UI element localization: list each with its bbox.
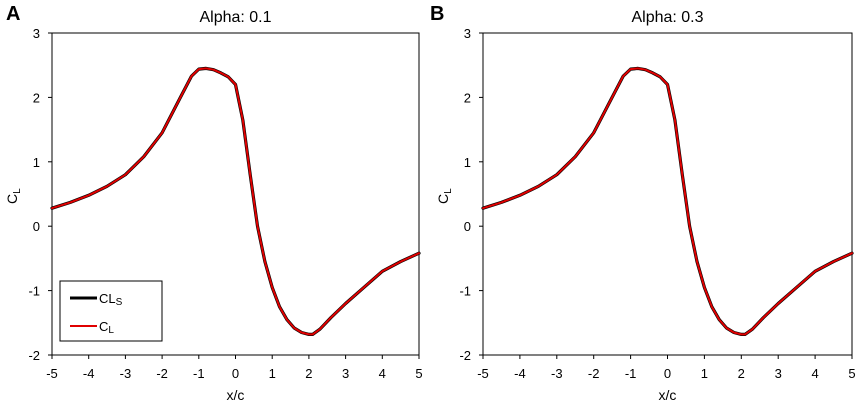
x-tick-label: 2 xyxy=(305,366,312,381)
legend-label: CL xyxy=(99,319,114,336)
y-tick-label: 1 xyxy=(33,155,40,170)
x-tick-label: -2 xyxy=(588,366,600,381)
y-tick-label: 2 xyxy=(464,90,471,105)
legend-label-main: C xyxy=(99,319,108,334)
y-axis-label: CL xyxy=(435,188,454,204)
legend-label-main: CL xyxy=(99,291,116,306)
legend-label-sub: S xyxy=(116,297,123,308)
y-tick-label: 3 xyxy=(33,26,40,41)
x-tick-label: 0 xyxy=(664,366,671,381)
series-line-1 xyxy=(51,67,420,336)
chart-title: Alpha: 0.1 xyxy=(199,9,271,26)
x-tick-label: 4 xyxy=(811,366,818,381)
y-tick-label: 3 xyxy=(464,26,471,41)
x-tick-label: -5 xyxy=(477,366,489,381)
x-tick-label: -1 xyxy=(625,366,637,381)
x-tick-label: 5 xyxy=(848,366,855,381)
series-line-0 xyxy=(481,66,854,336)
y-tick-label: 1 xyxy=(464,155,471,170)
x-tick-label: 3 xyxy=(775,366,782,381)
y-axis-label-sub: L xyxy=(12,188,23,194)
chart-title: Alpha: 0.3 xyxy=(631,9,703,26)
x-tick-label: -1 xyxy=(193,366,205,381)
x-tick-label: -3 xyxy=(120,366,132,381)
legend-box xyxy=(59,280,163,342)
x-axis-label: x/c xyxy=(227,387,245,403)
y-tick-label: -1 xyxy=(459,284,471,299)
x-tick-label: 3 xyxy=(342,366,349,381)
legend-label-sub: L xyxy=(108,325,114,336)
chart-panel-a: A Alpha: 0.1-5 -4 -3 -2 -1 0 1 2 3 4 5-2-10123x/cCL… xyxy=(4,3,423,403)
x-tick-label: 2 xyxy=(738,366,745,381)
x-tick-label: -3 xyxy=(551,366,563,381)
x-tick-label: 0 xyxy=(232,366,239,381)
x-tick-label: -2 xyxy=(156,366,168,381)
x-tick-label: 4 xyxy=(379,366,386,381)
x-tick-label: 1 xyxy=(701,366,708,381)
panel-label: B xyxy=(430,3,444,25)
chart-panel-b: B Alpha: 0.3 -5 -4 -3 -2 -1 0 1 2 3 4 5 -2 -1 0 1 2 3 x/c CL xyxy=(430,3,856,403)
x-tick-label: -5 xyxy=(46,366,58,381)
x-tick-label: -4 xyxy=(83,366,95,381)
y-axis-label: CL xyxy=(4,188,23,204)
legend-label: CLS xyxy=(99,291,123,308)
y-tick-label: 2 xyxy=(33,90,40,105)
x-tick-label: -4 xyxy=(514,366,526,381)
y-axis-label-main: C xyxy=(435,194,451,204)
y-tick-label: -2 xyxy=(459,348,471,363)
y-axis-label-sub: L xyxy=(443,188,454,194)
y-tick-label: -1 xyxy=(28,284,40,299)
y-tick-label: 0 xyxy=(33,219,40,234)
x-tick-label: 1 xyxy=(269,366,276,381)
panel-label: A xyxy=(6,3,20,25)
y-tick-label: -2 xyxy=(28,348,40,363)
x-axis-label: x/c xyxy=(659,387,677,403)
series-line-1 xyxy=(482,67,853,336)
y-tick-label: 0 xyxy=(464,219,471,234)
plot-frame xyxy=(482,32,853,356)
x-tick-label: 5 xyxy=(415,366,422,381)
y-axis-label-main: C xyxy=(4,194,20,204)
